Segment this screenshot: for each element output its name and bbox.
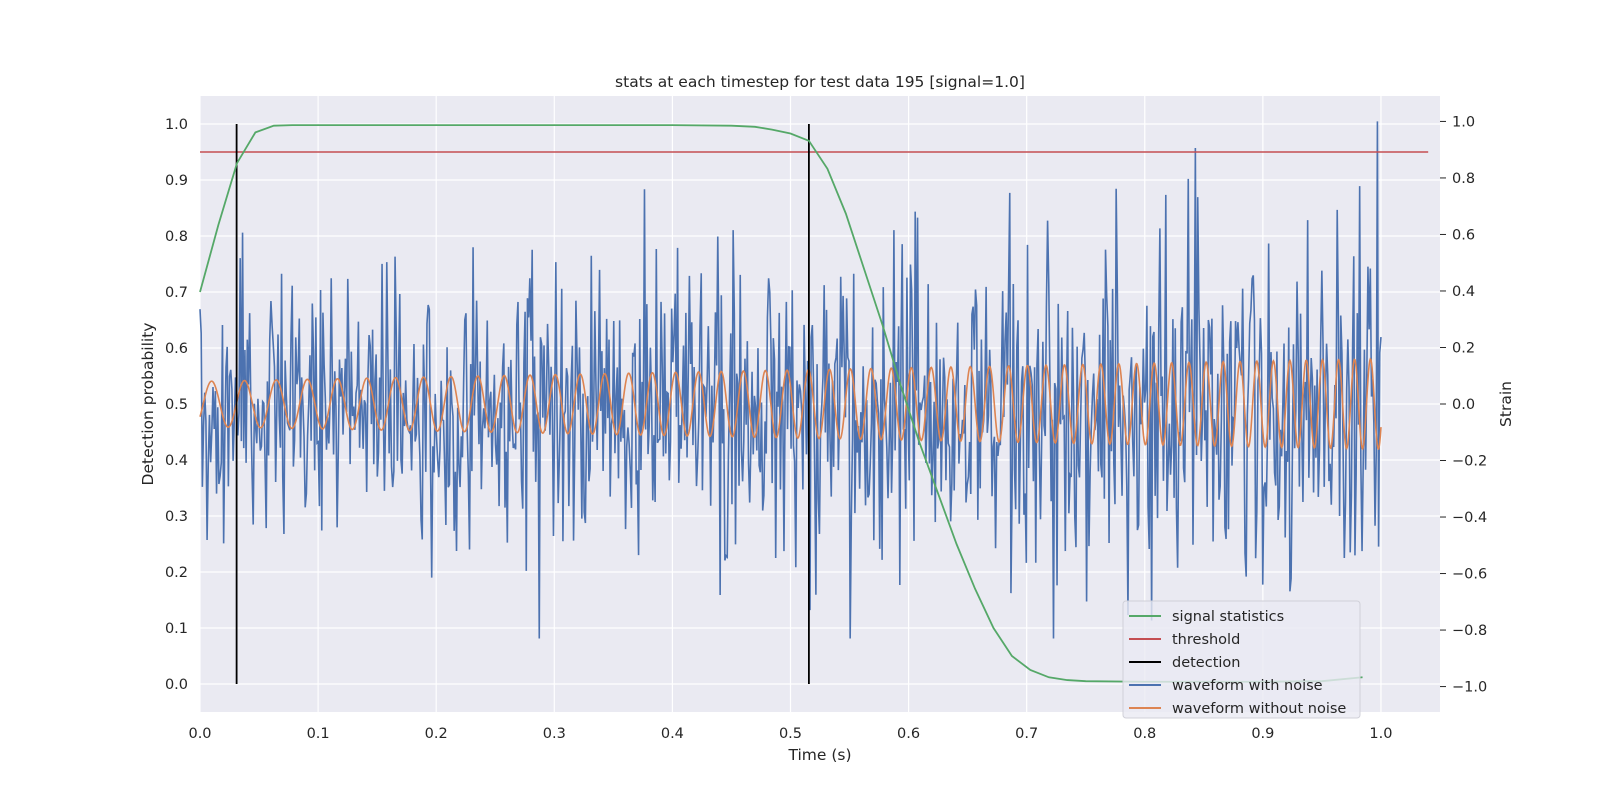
x-tick-label: 0.2 <box>425 726 448 742</box>
y2-tick-label: −1.0 <box>1452 680 1487 696</box>
x-tick-label: 0.1 <box>307 726 330 742</box>
x-tick-label: 0.5 <box>779 726 802 742</box>
y-tick-label: 0.7 <box>165 285 188 301</box>
series-signal-statistics <box>199 124 1363 683</box>
legend: signal statistics threshold detection wa… <box>1122 600 1361 719</box>
y2-tick-label: −0.6 <box>1452 567 1487 583</box>
y2-tick-label: −0.2 <box>1452 454 1487 470</box>
y-axis-label: Detection probability <box>139 323 157 486</box>
x-tick-label: 0.0 <box>188 726 211 742</box>
series-waveform-without-noise <box>199 357 1382 451</box>
x-tick-label: 0.7 <box>1015 726 1038 742</box>
y2-tick-label: 0.8 <box>1452 171 1475 187</box>
legend-label-waveform-with-noise: waveform with noise <box>1172 678 1323 694</box>
x-tick-label: 1.0 <box>1369 726 1392 742</box>
y2-tick-label: 0.0 <box>1452 397 1475 413</box>
legend-label-detection: detection <box>1172 655 1240 671</box>
y-tick-label: 0.3 <box>165 509 188 525</box>
y2-tick-label: −0.4 <box>1452 510 1487 526</box>
legend-label-threshold: threshold <box>1172 632 1240 648</box>
y2-tick-label: 0.2 <box>1452 340 1475 356</box>
y-tick-label: 0.4 <box>165 453 188 469</box>
y-tick-label: 0.0 <box>165 677 188 693</box>
y2-tick-label: 1.0 <box>1452 114 1475 130</box>
y-tick-label: 0.5 <box>165 397 188 413</box>
y2-tick-label: 0.6 <box>1452 227 1475 243</box>
legend-box <box>1122 600 1361 719</box>
y2-tick-label: 0.4 <box>1452 284 1475 300</box>
x-tick-label: 0.8 <box>1133 726 1156 742</box>
x-tick-label: 0.3 <box>543 726 566 742</box>
chart-title: stats at each timestep for test data 195… <box>615 73 1025 91</box>
y-tick-label: 1.0 <box>165 117 188 133</box>
y-tick-label: 0.6 <box>165 341 188 357</box>
y-tick-label: 0.2 <box>165 565 188 581</box>
x-tick-label: 0.6 <box>897 726 920 742</box>
legend-label-signal-statistics: signal statistics <box>1172 609 1284 625</box>
legend-label-waveform-without-noise: waveform without noise <box>1172 701 1346 717</box>
y-tick-label: 0.8 <box>165 229 188 245</box>
y-tick-label: 0.1 <box>165 621 188 637</box>
y2-tick-label: −0.8 <box>1452 623 1487 639</box>
y-tick-label: 0.9 <box>165 173 188 189</box>
x-tick-label: 0.4 <box>661 726 684 742</box>
series-layer <box>199 121 1429 684</box>
x-tick-label: 0.9 <box>1251 726 1274 742</box>
tick-labels: 0.0 0.1 0.2 0.3 0.4 0.5 0.6 0.7 0.8 0.9 1.0 0.0 0.1 0… <box>165 114 1487 742</box>
x-axis-label: Time (s) <box>787 746 851 764</box>
series-waveform-with-noise <box>199 121 1382 639</box>
y2-axis-label: Strain <box>1497 381 1515 427</box>
